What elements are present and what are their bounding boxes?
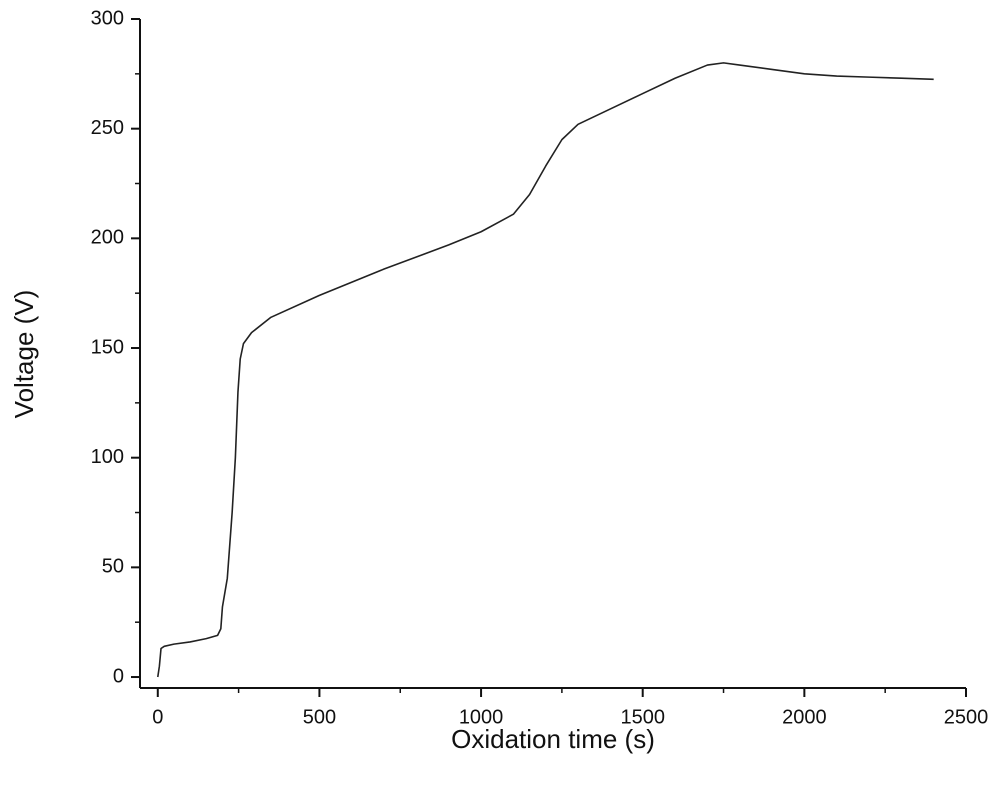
x-tick-label: 1500 [620,706,665,728]
y-tick-label: 100 [91,446,124,468]
y-tick-label: 150 [91,336,124,358]
x-tick-label: 0 [152,706,163,728]
y-tick-label: 50 [102,556,124,578]
y-axis-title: Voltage (V) [9,290,39,419]
x-tick-label: 1000 [459,706,504,728]
x-tick-label: 2000 [782,706,827,728]
y-tick-label: 0 [113,665,124,687]
x-tick-label: 2500 [944,706,989,728]
x-axis-title: Oxidation time (s) [451,724,655,754]
x-tick-label: 500 [303,706,336,728]
data-line [156,62,934,678]
y-tick-label: 200 [91,227,124,249]
y-tick-label: 250 [91,117,124,139]
y-tick-label: 300 [91,7,124,29]
